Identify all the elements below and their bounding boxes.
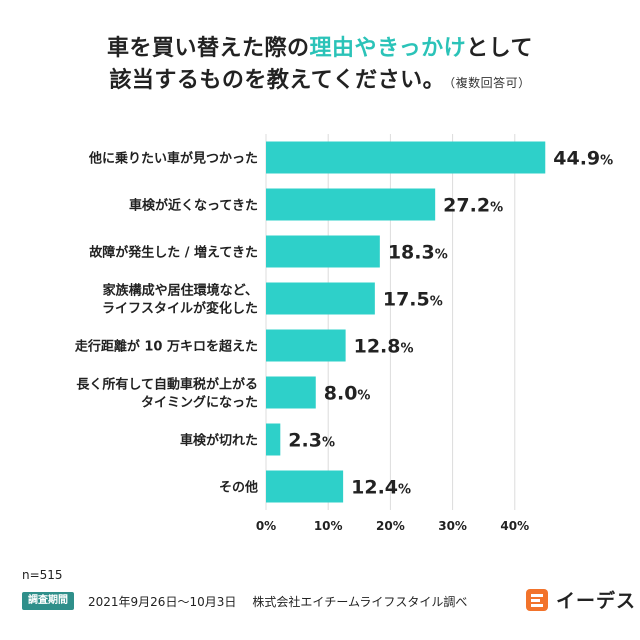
chart-title-line-2: 該当するものを教えてください。 （複数回答可）	[0, 62, 640, 94]
value-label: 27.2%	[443, 195, 503, 217]
category-label: 車検が切れた	[180, 433, 258, 449]
value-label: 44.9%	[553, 148, 613, 170]
value-label: 12.8%	[354, 336, 414, 358]
title-line-2-text: 該当するものを教えてください。	[109, 68, 446, 93]
brand-logo: イーデス	[524, 586, 636, 613]
category-label: 走行距離が 10 万キロを超えた	[75, 339, 258, 355]
x-tick-label: 0%	[256, 519, 276, 533]
category-label: その他	[219, 480, 258, 496]
title-part-1: 車を買い替えた際の	[107, 36, 310, 61]
title-highlight: 理由やきっかけ	[309, 36, 467, 61]
x-tick-label: 30%	[438, 519, 467, 533]
bar	[266, 141, 546, 174]
survey-period-badge: 調査期間	[22, 592, 74, 610]
title-part-2: として	[466, 36, 533, 61]
bar	[266, 376, 316, 409]
sample-size: n=515	[22, 568, 63, 582]
survey-source: 株式会社エイチームライフスタイル調べ	[252, 594, 468, 609]
bar	[266, 329, 346, 362]
category-label: 車検が近くなってきた	[129, 198, 258, 214]
value-label: 18.3%	[388, 242, 448, 264]
brand-name: イーデス	[556, 590, 637, 612]
category-label: ライフスタイルが変化した	[102, 301, 258, 317]
category-label: 他に乗りたい車が見つかった	[88, 151, 258, 167]
x-tick-label: 40%	[500, 519, 529, 533]
category-label: 長く所有して自動車税が上がる	[76, 377, 258, 393]
x-tick-label: 20%	[376, 519, 405, 533]
survey-period: 2021年9月26日〜10月3日	[88, 594, 237, 609]
value-label: 2.3%	[288, 430, 335, 452]
x-axis-ticks: 0% 10% 20% 30% 40%	[256, 519, 529, 533]
bar	[266, 235, 380, 268]
bar	[266, 188, 436, 221]
bars	[266, 141, 546, 503]
value-labels: 44.9% 27.2% 18.3% 17.5% 12.8% 8.0% 2.3% 12.4%	[288, 148, 613, 499]
e-mascot-icon	[526, 588, 548, 611]
bar	[266, 282, 375, 315]
category-label: 故障が発生した / 増えてきた	[89, 245, 258, 261]
category-label: タイミングになった	[141, 395, 258, 411]
x-tick-label: 10%	[314, 519, 343, 533]
bar	[266, 470, 344, 503]
value-label: 8.0%	[324, 383, 371, 405]
survey-info: 調査期間 2021年9月26日〜10月3日 株式会社エイチームライフスタイル調べ	[22, 592, 467, 610]
category-label: 家族構成や居住環境など、	[103, 283, 258, 299]
value-label: 17.5%	[383, 289, 443, 311]
value-label: 12.4%	[351, 477, 411, 499]
chart-title-line-1: 車を買い替えた際の理由やきっかけとして	[0, 30, 640, 62]
title-note: （複数回答可）	[449, 76, 531, 90]
bar	[266, 423, 281, 456]
